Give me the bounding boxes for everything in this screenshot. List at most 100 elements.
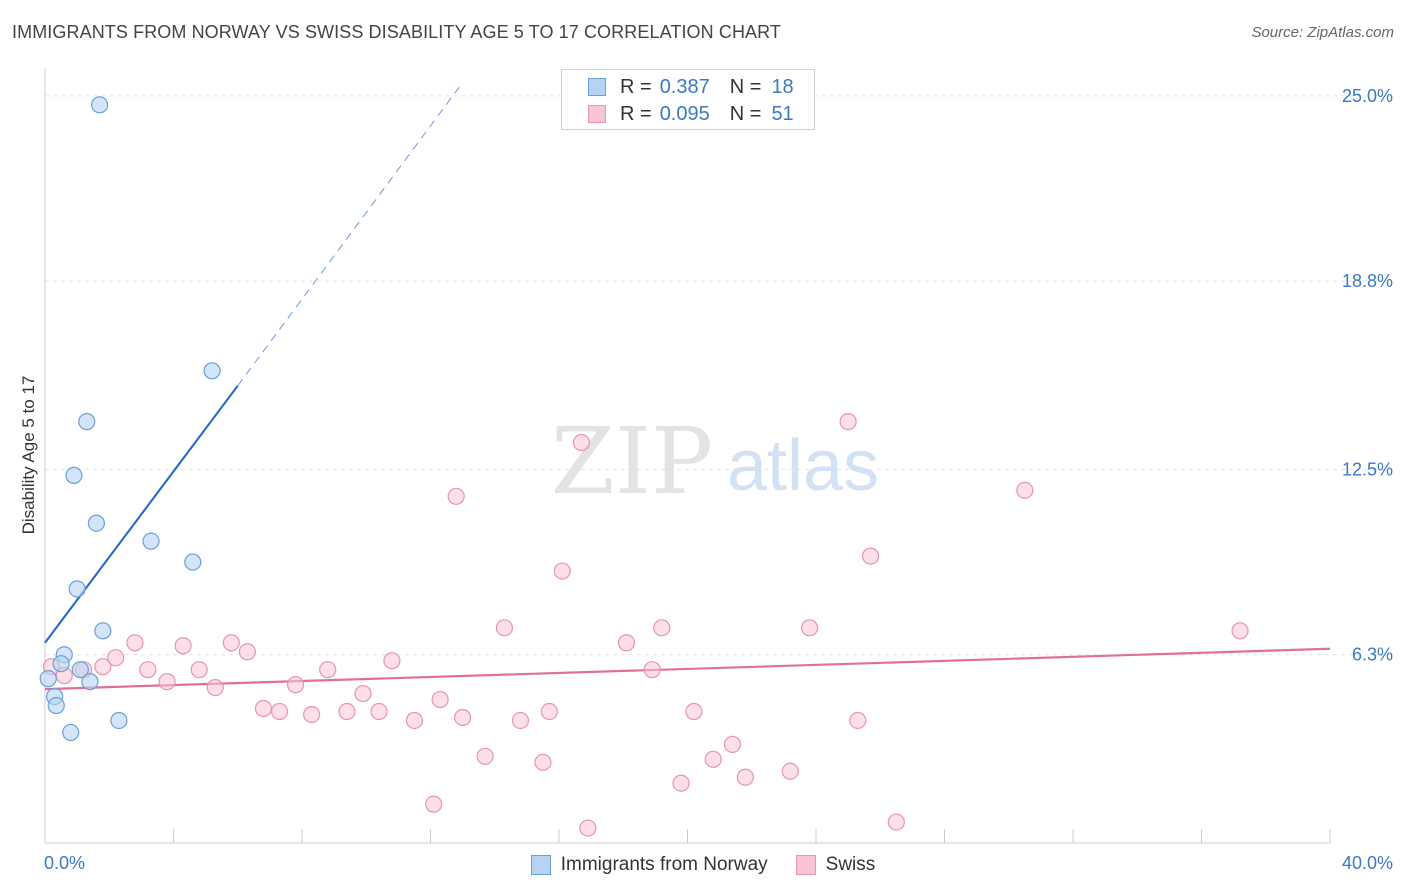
swiss-point: [354, 684, 372, 703]
swiss-point: [107, 649, 125, 667]
swiss-point: [579, 819, 597, 837]
swiss-trend-line: [44, 647, 1331, 691]
swiss-point: [454, 708, 472, 727]
swiss-point: [781, 762, 799, 780]
norway-point: [39, 670, 57, 688]
norway-point: [110, 711, 128, 730]
norway-point: [91, 96, 109, 114]
swiss-point: [534, 753, 552, 771]
swiss-point: [887, 813, 905, 831]
swiss-point: [643, 661, 661, 679]
swiss-r-value: 0.095: [659, 102, 710, 125]
tick-labels: 6.3% 12.5% 18.8% 25.0% 0.0% 40.0%: [44, 86, 1393, 873]
norway-point: [94, 622, 112, 640]
norway-point: [68, 580, 86, 598]
swiss-point: [704, 750, 722, 768]
swiss-point: [431, 690, 449, 709]
swiss-point: [139, 661, 157, 679]
n-label: N =: [729, 102, 762, 125]
swiss-point: [319, 661, 337, 679]
swiss-point: [849, 711, 867, 730]
swiss-legend-swatch: [795, 855, 816, 875]
swiss-point: [338, 702, 356, 721]
norway-point: [52, 655, 70, 673]
norway-point: [81, 673, 99, 691]
y-axis-label: Disability Age 5 to 17: [19, 376, 38, 535]
swiss-point: [1231, 622, 1249, 640]
correlation-legend: R = 0.387 N = 18 R = 0.095 N = 51: [561, 69, 815, 130]
watermark-atlas: atlas: [727, 426, 879, 506]
swiss-point: [862, 547, 880, 565]
norway-point: [47, 696, 65, 715]
swiss-point: [383, 652, 401, 670]
swiss-point: [238, 643, 256, 661]
swiss-point: [286, 676, 305, 694]
swiss-point: [270, 702, 289, 721]
swiss-point: [736, 768, 754, 786]
swiss-point: [617, 634, 636, 652]
swiss-point: [174, 637, 192, 655]
r-label: R =: [620, 75, 652, 98]
swiss-point: [1016, 481, 1034, 499]
swiss-point: [190, 661, 208, 679]
norway-legend-swatch: [530, 855, 551, 875]
swiss-point: [303, 705, 321, 724]
norway-r-value: 0.387: [659, 75, 710, 98]
norway-point: [142, 532, 160, 550]
norway-point: [65, 466, 83, 485]
y-tick-label: 25.0%: [1342, 86, 1393, 106]
chart-title: IMMIGRANTS FROM NORWAY VS SWISS DISABILI…: [12, 22, 782, 42]
swiss-point: [839, 413, 857, 431]
swiss-point: [672, 774, 690, 792]
x-tick-label: 0.0%: [44, 853, 85, 873]
swiss-point: [800, 619, 819, 637]
swiss-point: [476, 747, 494, 765]
swiss-legend-label: Swiss: [825, 854, 876, 875]
swiss-point: [511, 711, 530, 730]
series-legend: Immigrants from Norway Swiss: [0, 852, 1406, 878]
norway-point: [78, 413, 96, 431]
swiss-point: [405, 711, 424, 730]
swiss-point: [723, 735, 742, 753]
n-label: N =: [729, 75, 762, 98]
source-label: Source: ZipAtlas.com: [1251, 24, 1394, 41]
y-tick-label: 6.3%: [1352, 645, 1393, 665]
norway-point: [87, 514, 106, 532]
swiss-point: [553, 562, 571, 580]
norway-trend-extension: [237, 86, 460, 387]
norway-n-value: 18: [771, 75, 794, 98]
swiss-point: [447, 487, 465, 505]
swiss-n-value: 51: [771, 102, 794, 125]
swiss-point: [126, 634, 144, 652]
legend-item-norway[interactable]: Immigrants from Norway: [530, 854, 768, 876]
y-tick-label: 18.8%: [1342, 271, 1393, 291]
data-points: [39, 96, 1249, 837]
swiss-swatch: [588, 105, 606, 123]
norway-legend-label: Immigrants from Norway: [560, 854, 768, 875]
norway-point: [62, 723, 80, 742]
legend-row-norway: R = 0.387 N = 18: [588, 74, 794, 100]
swiss-point: [206, 678, 224, 697]
swiss-point: [572, 433, 591, 452]
r-label: R =: [620, 102, 652, 125]
x-tick-label: 40.0%: [1342, 853, 1393, 873]
norway-point: [203, 362, 221, 380]
axes: [44, 68, 1331, 844]
y-tick-label: 12.5%: [1342, 459, 1393, 479]
swiss-point: [653, 619, 671, 637]
swiss-point: [425, 795, 443, 813]
swiss-point: [685, 702, 703, 721]
legend-item-swiss[interactable]: Swiss: [795, 854, 876, 876]
norway-trend-line: [44, 385, 239, 644]
trend-lines: [44, 86, 1331, 691]
swiss-point: [540, 702, 558, 721]
swiss-point: [94, 658, 112, 676]
gridlines: [45, 95, 1392, 656]
swiss-point: [222, 634, 240, 652]
norway-point: [184, 553, 202, 571]
swiss-point: [495, 619, 513, 637]
swiss-point: [158, 673, 176, 691]
swiss-point: [254, 699, 273, 718]
norway-swatch: [588, 78, 606, 96]
